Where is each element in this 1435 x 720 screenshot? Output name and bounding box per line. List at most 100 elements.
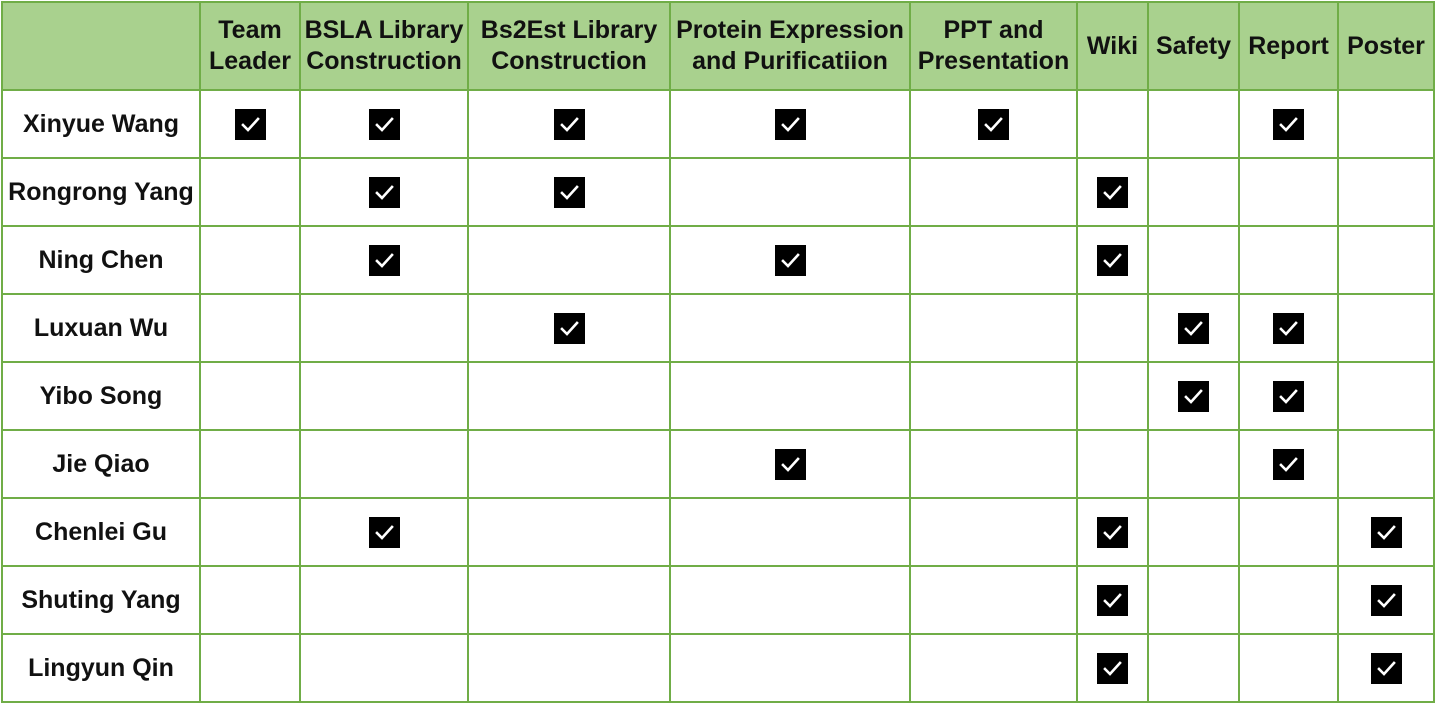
cell-team-leader	[199, 633, 301, 703]
cell-report	[1238, 633, 1339, 703]
cell-poster	[1337, 89, 1435, 159]
cell-team-leader	[199, 565, 301, 635]
cell-report	[1238, 361, 1339, 431]
cell-ppt-and-presentation	[909, 89, 1078, 159]
cell-bsla-library-construction	[299, 497, 469, 567]
column-header-line: and Purificatiion	[692, 47, 888, 75]
checkbox-checked-icon	[1370, 652, 1402, 684]
cell-wiki	[1076, 633, 1149, 703]
column-header-line: Bs2Est Library	[480, 16, 658, 44]
table-row: Yibo Song	[1, 361, 1435, 431]
member-name: Chenlei Gu	[1, 497, 201, 567]
cell-bs2est-library-construction	[467, 633, 671, 703]
cell-wiki	[1076, 293, 1149, 363]
checkbox-checked-icon	[1273, 312, 1304, 344]
member-name: Ning Chen	[1, 225, 201, 295]
column-header-line: Leader	[209, 47, 291, 75]
cell-wiki	[1076, 429, 1149, 499]
cell-team-leader	[199, 89, 301, 159]
cell-report	[1238, 565, 1339, 635]
column-header-line: Protein Expression	[676, 16, 904, 44]
checkbox-checked-icon	[553, 176, 585, 208]
checkbox-checked-icon	[774, 244, 806, 276]
cell-report	[1238, 225, 1339, 295]
cell-poster	[1337, 633, 1435, 703]
cell-poster	[1337, 361, 1435, 431]
cell-wiki	[1076, 565, 1149, 635]
cell-bs2est-library-construction	[467, 293, 671, 363]
cell-bs2est-library-construction	[467, 89, 671, 159]
table-body: Xinyue Wang Rongrong Yang Ning Chen Luxuan …	[1, 89, 1435, 703]
table-row: Jie Qiao	[1, 429, 1435, 499]
column-header-line: Team	[218, 16, 282, 44]
column-header-report: Report	[1238, 1, 1339, 91]
checkbox-checked-icon	[553, 108, 585, 140]
cell-protein-expression-and-purification	[669, 565, 911, 635]
cell-safety	[1147, 157, 1240, 227]
cell-ppt-and-presentation	[909, 429, 1078, 499]
checkbox-checked-icon	[1097, 244, 1128, 276]
cell-bs2est-library-construction	[467, 429, 671, 499]
cell-report	[1238, 89, 1339, 159]
member-name: Rongrong Yang	[1, 157, 201, 227]
checkbox-checked-icon	[1273, 108, 1304, 140]
cell-bsla-library-construction	[299, 361, 469, 431]
cell-team-leader	[199, 497, 301, 567]
cell-protein-expression-and-purification	[669, 89, 911, 159]
cell-safety	[1147, 89, 1240, 159]
checkbox-checked-icon	[978, 108, 1009, 140]
cell-bs2est-library-construction	[467, 157, 671, 227]
member-name: Yibo Song	[1, 361, 201, 431]
column-header-ppt-and-presentation: PPT and Presentation	[909, 1, 1078, 91]
cell-ppt-and-presentation	[909, 633, 1078, 703]
cell-poster	[1337, 293, 1435, 363]
cell-ppt-and-presentation	[909, 225, 1078, 295]
cell-wiki	[1076, 497, 1149, 567]
checkbox-checked-icon	[368, 516, 400, 548]
cell-protein-expression-and-purification	[669, 157, 911, 227]
cell-bs2est-library-construction	[467, 497, 671, 567]
cell-report	[1238, 429, 1339, 499]
checkbox-checked-icon	[1273, 448, 1304, 480]
cell-safety	[1147, 497, 1240, 567]
column-header-line: Safety	[1155, 31, 1232, 60]
cell-bsla-library-construction	[299, 225, 469, 295]
table-row: Xinyue Wang	[1, 89, 1435, 159]
table-header: Team Leader BSLA Library Construction Bs2Est…	[1, 1, 1435, 91]
column-header-line: Poster	[1347, 31, 1425, 60]
assignment-table: Team Leader BSLA Library Construction Bs2Est…	[1, 1, 1435, 703]
column-header-team-leader: Team Leader	[199, 1, 301, 91]
cell-safety	[1147, 361, 1240, 431]
member-name: Shuting Yang	[1, 565, 201, 635]
checkbox-checked-icon	[368, 108, 400, 140]
checkbox-checked-icon	[553, 312, 585, 344]
column-header-bs2est-library-construction: Bs2Est Library Construction	[467, 1, 671, 91]
checkbox-checked-icon	[1097, 652, 1128, 684]
table-row: Luxuan Wu	[1, 293, 1435, 363]
cell-bsla-library-construction	[299, 565, 469, 635]
member-name: Jie Qiao	[1, 429, 201, 499]
checkbox-checked-icon	[1178, 380, 1209, 412]
column-header-line: Construction	[306, 47, 462, 75]
cell-safety	[1147, 565, 1240, 635]
cell-protein-expression-and-purification	[669, 361, 911, 431]
cell-ppt-and-presentation	[909, 565, 1078, 635]
cell-safety	[1147, 225, 1240, 295]
corner-cell	[1, 1, 201, 91]
cell-ppt-and-presentation	[909, 157, 1078, 227]
cell-poster	[1337, 157, 1435, 227]
cell-bsla-library-construction	[299, 89, 469, 159]
table-row: Chenlei Gu	[1, 497, 1435, 567]
checkbox-checked-icon	[234, 108, 266, 140]
cell-team-leader	[199, 225, 301, 295]
column-header-safety: Safety	[1147, 1, 1240, 91]
checkbox-checked-icon	[368, 244, 400, 276]
column-header-bsla-library-construction: BSLA Library Construction	[299, 1, 469, 91]
cell-report	[1238, 497, 1339, 567]
cell-wiki	[1076, 89, 1149, 159]
cell-report	[1238, 293, 1339, 363]
member-name: Xinyue Wang	[1, 89, 201, 159]
cell-report	[1238, 157, 1339, 227]
cell-team-leader	[199, 157, 301, 227]
cell-protein-expression-and-purification	[669, 633, 911, 703]
